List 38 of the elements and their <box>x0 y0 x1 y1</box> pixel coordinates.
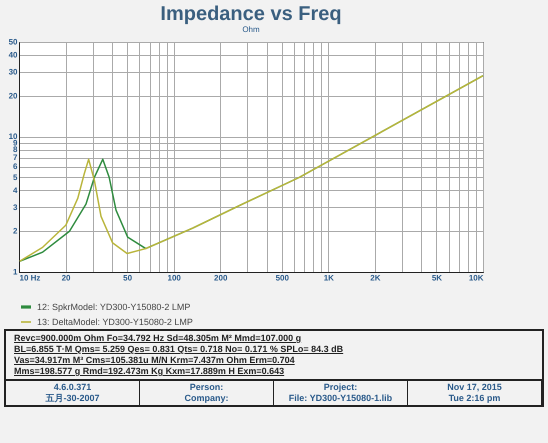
chart-title: Impedance vs Freq <box>160 3 342 25</box>
text: File: YD300-Y15080-1.lib <box>288 393 392 403</box>
text: Project: <box>324 382 358 392</box>
x-tick-label: 10K <box>468 274 484 282</box>
y-tick-label: 30 <box>8 68 18 77</box>
text: Nov 17, 2015 <box>447 382 502 392</box>
x-tick-label: 5K <box>432 274 442 282</box>
y-tick-label: 50 <box>8 38 18 46</box>
text: Mms=198.577 g Rmd=192.473m Kg Kxm=17.889m H Exm=0.643 <box>14 366 286 377</box>
y-tick-label: 5 <box>13 172 18 182</box>
text: BL=6.855 T·M Qms= 5.259 Qes= 0.831 Qts= 0.718 No= 0.171 % SPLo= 84.3 dB <box>14 344 344 355</box>
x-tick-label: 100 <box>167 274 182 282</box>
x-tick-label: 200 <box>214 274 228 282</box>
x-tick-label: 10 Hz <box>20 274 40 282</box>
y-tick-label: 6 <box>13 162 18 172</box>
x-tick-label: 1K <box>324 274 334 282</box>
text: 4.6.0.371 <box>54 382 92 392</box>
text: Tue 2:16 pm <box>448 393 500 403</box>
x-tick-label: 20 <box>62 274 72 282</box>
legend-label: 13: DeltaModel: YD300-Y15080-2 LMP <box>37 317 193 327</box>
y-tick-label: 2 <box>13 226 18 236</box>
text: Company: <box>184 393 228 403</box>
y-tick-label: 4 <box>13 186 18 195</box>
text: Revc=900.000m Ohm Fo=34.792 Hz Sd=48.305m M² Mmd=107.000 g <box>14 333 302 344</box>
x-tick-label: 50 <box>123 274 133 282</box>
y-tick-label: 8 <box>13 145 18 154</box>
text: Person: <box>190 382 224 392</box>
x-tick-label: 2K <box>370 274 381 282</box>
y-tick-label: 40 <box>8 50 18 60</box>
y-axis-title: Ohm <box>242 25 260 34</box>
y-tick-label: 1 <box>13 268 18 276</box>
legend-label: 12: SpkrModel: YD300-Y15080-2 LMP <box>37 302 190 312</box>
y-tick-label: 7 <box>13 153 18 162</box>
text: 五月-30-2007 <box>45 393 100 403</box>
y-tick-label: 3 <box>13 202 18 212</box>
x-tick-label: 500 <box>276 274 290 282</box>
text: Vas=34.917m M³ Cms=105.381u M/N Krm=7.437m Ohm Erm=0.704 <box>14 355 296 366</box>
y-tick-label: 20 <box>8 91 18 100</box>
